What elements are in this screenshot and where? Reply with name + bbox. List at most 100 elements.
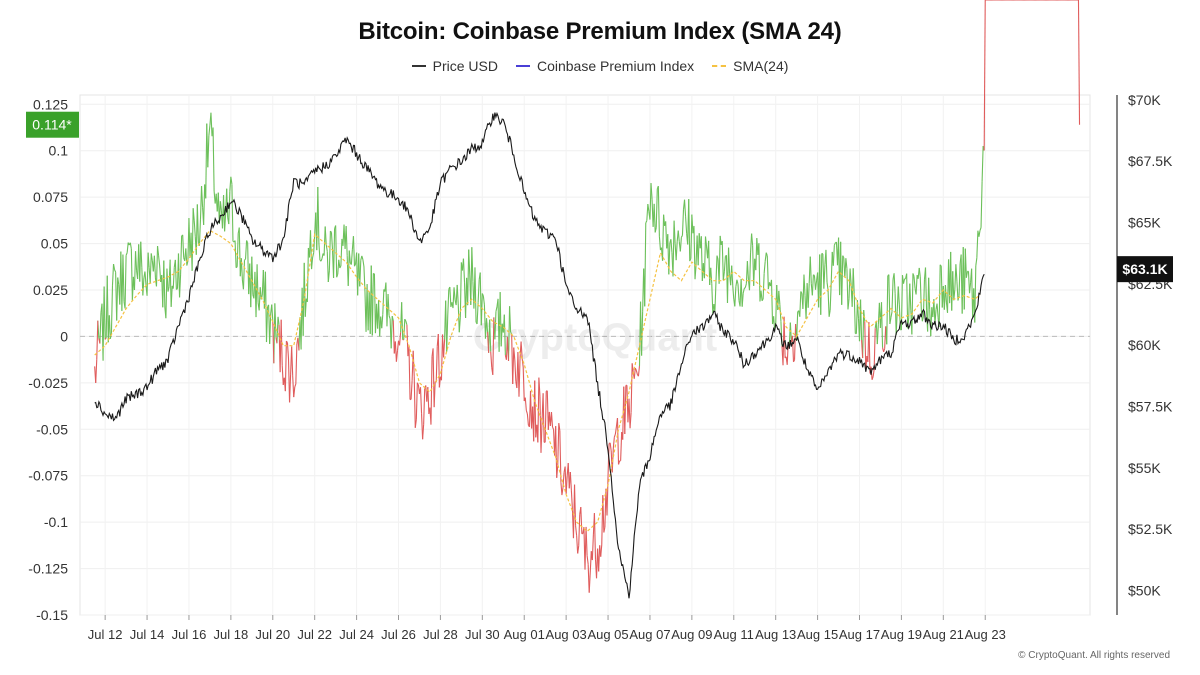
premium-segment-positive bbox=[679, 237, 682, 252]
left-tick-label: -0.125 bbox=[28, 561, 68, 577]
premium-segment-positive bbox=[862, 310, 865, 359]
premium-segment-positive bbox=[210, 112, 213, 137]
premium-segment-positive bbox=[965, 271, 968, 278]
premium-segment-positive bbox=[981, 145, 984, 182]
premium-segment-positive bbox=[467, 249, 470, 306]
premium-segment-positive bbox=[363, 266, 366, 293]
premium-segment-positive bbox=[889, 317, 892, 325]
premium-segment-positive bbox=[890, 311, 893, 318]
premium-segment-negative bbox=[570, 490, 573, 510]
premium-segment-negative bbox=[616, 418, 620, 465]
legend-item-sma[interactable]: SMA(24) bbox=[712, 58, 788, 74]
premium-segment-positive bbox=[661, 214, 665, 261]
premium-segment-positive bbox=[734, 286, 737, 307]
premium-segment-positive bbox=[156, 246, 160, 256]
premium-segment-negative bbox=[603, 527, 606, 533]
premium-segment-positive bbox=[976, 230, 979, 258]
premium-segment-positive bbox=[719, 235, 722, 245]
premium-segment-negative bbox=[633, 368, 636, 379]
premium-segment-positive bbox=[329, 230, 332, 233]
premium-segment-negative bbox=[575, 525, 578, 536]
premium-segment-positive bbox=[694, 265, 697, 280]
right-tick-label: $52.5K bbox=[1128, 521, 1173, 537]
premium-segment-positive bbox=[149, 253, 152, 284]
premium-segment-positive bbox=[703, 236, 707, 279]
premium-segment-positive bbox=[675, 241, 678, 261]
right-tick-label: $70K bbox=[1128, 92, 1161, 108]
premium-segment-positive bbox=[842, 255, 845, 258]
legend-item-price[interactable]: Price USD bbox=[411, 58, 498, 74]
x-tick-label: Aug 07 bbox=[629, 627, 670, 642]
premium-segment-positive bbox=[939, 264, 942, 267]
premium-segment-positive bbox=[670, 239, 673, 253]
premium-segment-positive bbox=[846, 268, 849, 310]
premium-segment-positive bbox=[732, 285, 735, 300]
premium-segment-positive bbox=[909, 283, 912, 311]
premium-segment-positive bbox=[191, 208, 194, 271]
premium-segment-positive bbox=[852, 268, 855, 295]
premium-segment-positive bbox=[256, 264, 259, 303]
premium-segment-positive bbox=[318, 242, 321, 261]
premium-segment-negative bbox=[438, 376, 441, 388]
premium-segment-positive bbox=[166, 268, 169, 292]
left-tick-label: -0.025 bbox=[28, 375, 68, 391]
premium-segment-positive bbox=[751, 233, 754, 246]
x-tick-label: Jul 12 bbox=[88, 627, 123, 642]
premium-segment-negative bbox=[557, 423, 560, 466]
premium-segment-negative bbox=[609, 442, 612, 452]
premium-segment-positive bbox=[238, 227, 241, 277]
premium-segment-negative bbox=[294, 383, 297, 388]
premium-segment-positive bbox=[449, 287, 452, 307]
premium-segment-positive bbox=[741, 293, 744, 307]
premium-segment-positive bbox=[807, 283, 810, 308]
legend-item-premium[interactable]: Coinbase Premium Index bbox=[515, 58, 694, 74]
premium-segment-negative bbox=[399, 332, 402, 346]
premium-segment-positive bbox=[459, 262, 462, 318]
premium-segment-positive bbox=[332, 228, 336, 278]
premium-segment-negative bbox=[524, 397, 527, 411]
premium-segment-positive bbox=[876, 324, 879, 345]
premium-segment-positive bbox=[403, 319, 406, 340]
premium-segment-positive bbox=[737, 283, 740, 301]
premium-segment-positive bbox=[401, 302, 404, 340]
premium-segment-positive bbox=[352, 236, 356, 267]
premium-segment-positive bbox=[853, 294, 856, 334]
premium-segment-positive bbox=[192, 208, 195, 221]
premium-segment-positive bbox=[746, 261, 749, 280]
premium-segment-positive bbox=[936, 303, 939, 318]
premium-segment-positive bbox=[182, 234, 185, 258]
premium-segment-negative bbox=[540, 421, 543, 453]
premium-segment-positive bbox=[693, 225, 696, 280]
premium-segment-positive bbox=[672, 220, 675, 277]
premium-segment-positive bbox=[371, 273, 374, 336]
price-current-value: $63.1K bbox=[1122, 261, 1167, 277]
premium-segment-positive bbox=[704, 236, 708, 247]
premium-segment-positive bbox=[710, 267, 713, 284]
left-tick-label: -0.075 bbox=[28, 468, 68, 484]
premium-segment-negative bbox=[793, 359, 796, 363]
left-tick-label: -0.1 bbox=[44, 514, 68, 530]
premium-segment-negative bbox=[585, 526, 588, 556]
premium-segment-positive bbox=[381, 314, 384, 329]
premium-segment-negative bbox=[561, 487, 564, 496]
x-tick-label: Aug 23 bbox=[965, 627, 1006, 642]
premium-segment-positive bbox=[271, 304, 274, 321]
premium-segment-negative bbox=[433, 381, 436, 408]
premium-segment-negative bbox=[408, 346, 411, 400]
premium-segment-positive bbox=[317, 186, 320, 243]
premium-segment-positive bbox=[829, 282, 832, 311]
premium-segment-positive bbox=[489, 319, 492, 352]
premium-segment-negative bbox=[634, 367, 637, 371]
premium-segment-negative bbox=[286, 342, 290, 359]
left-tick-label: 0.075 bbox=[33, 189, 68, 205]
premium-segment-positive bbox=[708, 240, 711, 286]
premium-segment-positive bbox=[799, 291, 802, 317]
premium-segment-negative bbox=[577, 545, 580, 554]
premium-segment-negative bbox=[534, 380, 537, 438]
premium-segment-positive bbox=[471, 247, 474, 282]
premium-segment-negative bbox=[419, 387, 423, 414]
premium-segment-negative bbox=[591, 534, 594, 561]
premium-segment-positive bbox=[958, 263, 961, 296]
premium-segment-positive bbox=[186, 260, 189, 266]
premium-segment-positive bbox=[277, 316, 280, 325]
